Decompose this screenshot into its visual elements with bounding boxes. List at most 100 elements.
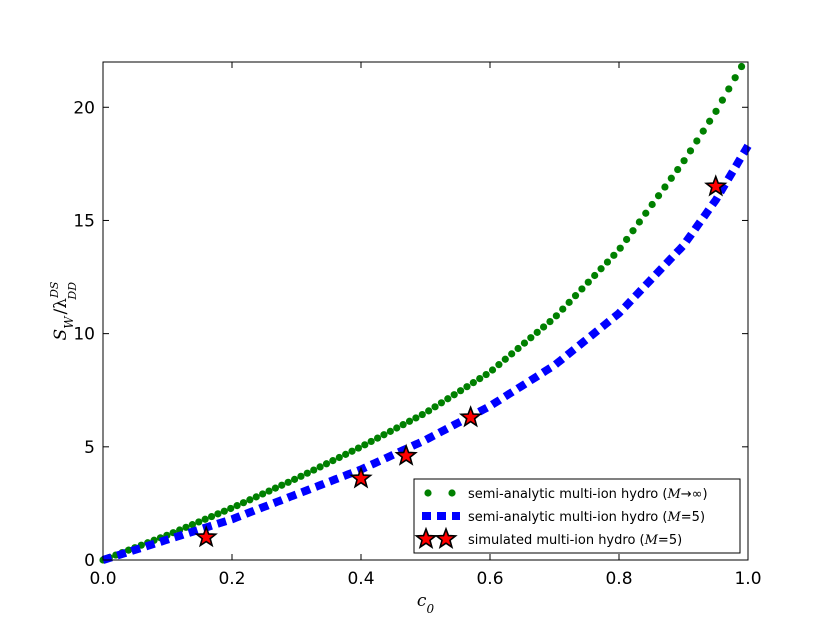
series-1-point (712, 107, 720, 115)
series-1-point (393, 424, 401, 432)
series-1-point (635, 218, 643, 226)
series-1-point (399, 421, 407, 429)
series-1-point (597, 265, 605, 273)
y-tick-label: 10 (73, 325, 95, 345)
y-tick-label: 20 (73, 98, 95, 118)
series-1-point (444, 395, 452, 403)
series-1-point (737, 62, 746, 71)
series-1-point (450, 391, 458, 399)
x-tick-label: 0.2 (218, 569, 245, 589)
series-1-point (533, 328, 541, 336)
series-1-point (207, 512, 216, 521)
series-3-point (194, 525, 218, 548)
legend-label: semi-analytic multi-ion hydro (M→∞) (468, 487, 708, 502)
plot-marks (99, 62, 752, 564)
series-1-point (271, 484, 280, 492)
legend-box (413, 478, 741, 554)
series-1-point (571, 292, 580, 300)
series-1-point (603, 258, 612, 266)
series-1-point (565, 298, 573, 306)
series-1-point (693, 137, 701, 145)
series-1-point (386, 427, 394, 435)
series-2-line (101, 143, 752, 564)
series-1-point (552, 312, 560, 320)
legend: semi-analytic multi-ion hydro (M→∞) semi-… (413, 478, 741, 554)
legend-marker (434, 526, 458, 549)
series-1-point (463, 383, 471, 391)
series-1-point (520, 339, 529, 347)
x-tick-label: 0.4 (347, 569, 374, 589)
series-1-point (373, 434, 382, 442)
y-tick-label: 15 (73, 211, 95, 231)
series-1-point (412, 414, 420, 422)
series-1-point (469, 379, 477, 387)
series-1-point (188, 521, 196, 529)
series-1-point (354, 444, 363, 452)
axis-ticks: 0.0 0.2 0.4 0.6 0.8 1.0 0 5 10 15 20 (73, 62, 762, 589)
series-1-point (201, 515, 209, 523)
series-1-point (284, 478, 292, 486)
series-3-point (458, 405, 483, 428)
series-1-point (718, 96, 726, 104)
series-1-point (616, 244, 624, 252)
series-1-point (380, 431, 388, 439)
legend-label: simulated multi-ion hydro (M=5) (468, 533, 682, 548)
series-1-point (124, 546, 133, 554)
series-1-point (195, 518, 203, 526)
series-1-point (425, 407, 433, 415)
series-1-point (501, 355, 509, 363)
series-1-point (290, 475, 299, 483)
series-1-point (259, 490, 267, 498)
x-tick-label: 0.6 (476, 569, 503, 589)
series-1-point (214, 510, 222, 518)
y-tick-label: 5 (84, 438, 95, 458)
legend-marker (424, 489, 432, 497)
series-1-point (488, 366, 497, 374)
series-1-point (680, 157, 688, 165)
series-1-point (648, 200, 656, 209)
series-1-point (303, 469, 311, 477)
series-1-point (699, 127, 707, 135)
series-1-point (610, 251, 618, 259)
series-1-point (227, 504, 235, 513)
series-1-point (706, 117, 714, 125)
series-1-point (278, 481, 286, 489)
series-1-point (661, 183, 669, 191)
series-1-point (310, 466, 318, 474)
x-tick-label: 0.8 (605, 569, 632, 589)
series-1-point (456, 387, 465, 395)
series-1-point (220, 507, 228, 515)
series-1-point (725, 85, 733, 93)
series-1-point (329, 457, 337, 465)
series-1-point (437, 399, 446, 407)
series-1-point (322, 460, 331, 468)
series-1-point (559, 305, 567, 313)
series-1-point (546, 317, 554, 326)
series-1-point (239, 499, 248, 507)
series-1-point (686, 147, 695, 155)
series-1-point (367, 437, 375, 446)
series-1-point (667, 174, 675, 182)
series-1-point (514, 344, 522, 353)
series-1-point (654, 192, 663, 200)
series-1-point (361, 441, 369, 449)
series-1-point (342, 450, 350, 458)
series-1-point (508, 350, 516, 358)
series-1-point (731, 74, 739, 82)
series-1-point (431, 403, 439, 411)
svg-text:c0: c0 (417, 591, 435, 616)
legend-label: semi-analytic multi-ion hydro (M=5) (468, 510, 705, 525)
series-3-point (394, 443, 418, 466)
series-1-point (495, 361, 503, 369)
x-tick-label: 0.0 (89, 569, 116, 589)
series-1-point (246, 496, 254, 504)
series-1-point (418, 410, 426, 419)
series-1-point (623, 235, 631, 244)
series-1-point (578, 285, 586, 293)
series-3-point (349, 466, 373, 489)
x-axis-label: c0 (417, 591, 435, 616)
plot-frame (102, 61, 749, 561)
series-1-point (642, 209, 650, 217)
series-1-point (629, 227, 637, 235)
